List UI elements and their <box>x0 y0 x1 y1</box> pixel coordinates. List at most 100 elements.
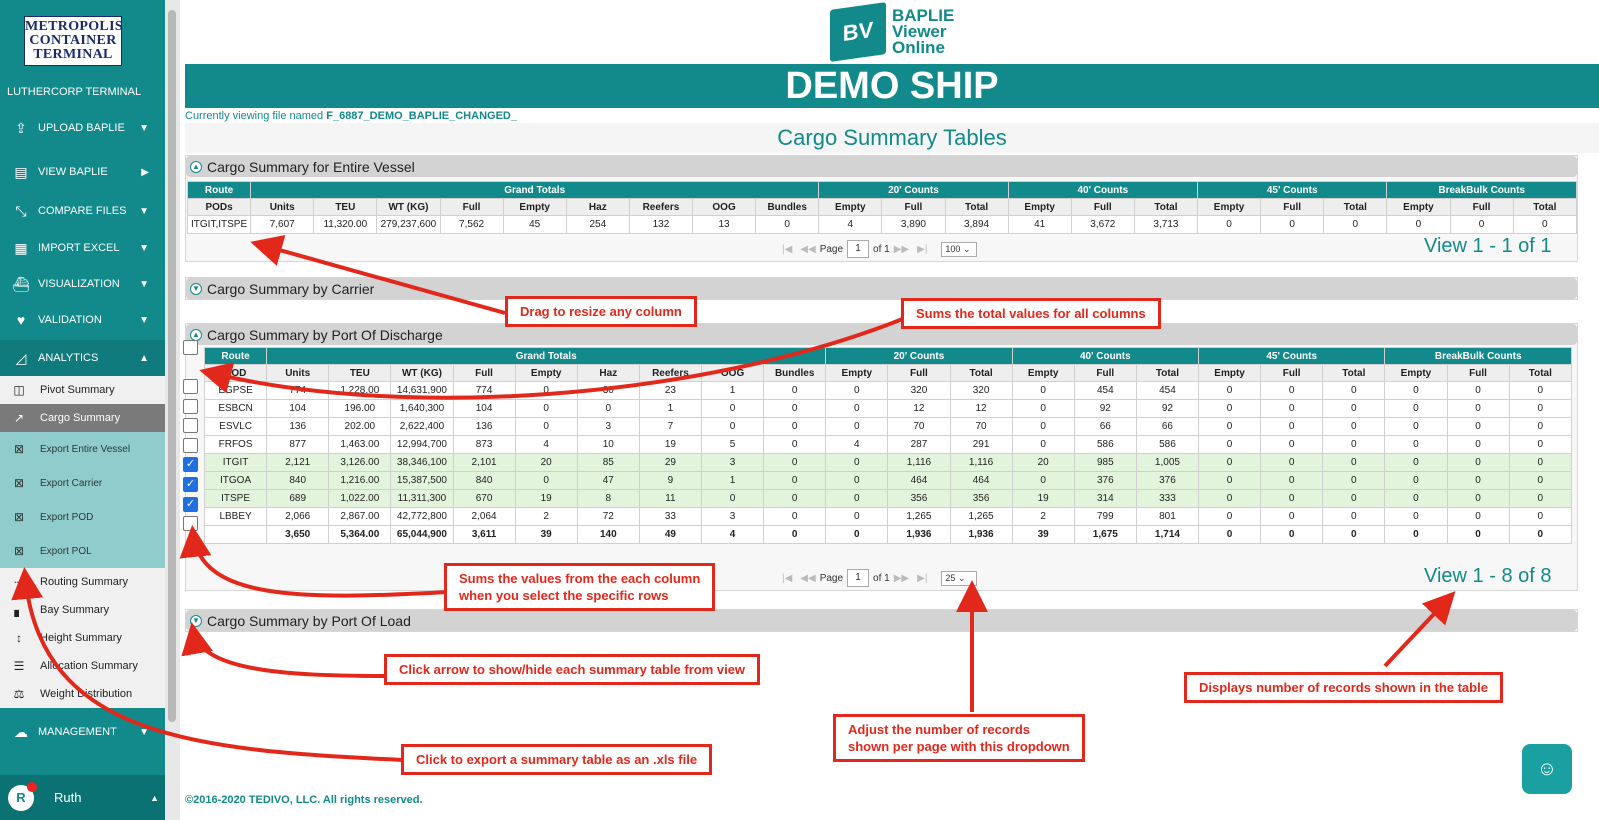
column-header[interactable]: Full <box>1260 364 1324 382</box>
column-header[interactable]: Bundles <box>763 364 827 382</box>
table-row[interactable]: FRFOS 877 1,463.00 12,994,700 873 4 10 19 5 0 4 287… <box>203 435 1573 454</box>
panel-header[interactable]: ▲ Cargo Summary for Entire Vessel <box>186 156 1577 177</box>
column-header[interactable]: Total <box>944 198 1009 216</box>
sub-bay-summary[interactable]: ▖ Bay Summary <box>0 596 165 624</box>
next-page-icon[interactable]: ▶▶ <box>893 572 910 584</box>
row-checkbox[interactable] <box>183 516 198 532</box>
column-header[interactable]: Total <box>1133 198 1199 216</box>
column-header[interactable]: Empty <box>1197 364 1262 382</box>
per-page-select[interactable]: 100 ⌄ <box>941 241 978 257</box>
column-header[interactable]: Units <box>266 364 330 382</box>
column-header[interactable]: Total <box>1135 364 1200 382</box>
column-header[interactable]: Total <box>949 364 1013 382</box>
table-row[interactable]: ESBCN 104 196.00 1,640,300 104 0 0 1 0 0 0 12 12 0 92 9… <box>203 399 1573 418</box>
group-header[interactable]: 20' Counts <box>825 347 1013 365</box>
column-header[interactable]: Total <box>1323 198 1388 216</box>
column-header[interactable]: Full <box>1260 198 1325 216</box>
sub-allocation-summary[interactable]: ☰ Allocation Summary <box>0 652 165 680</box>
nav-compare-files[interactable]: ⤡ COMPARE FILES ▼ <box>0 193 165 229</box>
column-header[interactable]: Reefers <box>628 198 694 216</box>
sub-export-pol[interactable]: ⊠ Export POL <box>0 534 165 568</box>
table-row[interactable]: ESVLC 136 202.00 2,622,400 136 0 3 7 0 0 0 70 70 0 66 6… <box>203 417 1573 436</box>
column-header[interactable]: Empty <box>1386 198 1451 216</box>
group-header[interactable]: BreakBulk Counts <box>1384 347 1572 365</box>
nav-management[interactable]: ☁ MANAGEMENT ▼ <box>0 714 165 750</box>
sidebar-scroll-thumb[interactable] <box>168 10 176 722</box>
group-header[interactable]: Grand Totals <box>250 181 820 199</box>
user-menu[interactable]: R Ruth ▲ <box>0 775 165 820</box>
column-header[interactable]: Total <box>1322 364 1386 382</box>
chevron-down-icon[interactable]: ▼ <box>190 614 202 627</box>
column-header[interactable]: Empty <box>1196 198 1262 216</box>
column-header[interactable]: TEU <box>313 198 378 216</box>
sub-height-summary[interactable]: ↕ Height Summary <box>0 624 165 652</box>
column-header[interactable]: OOG <box>691 198 757 216</box>
first-page-icon[interactable]: |◀ <box>782 572 793 584</box>
sub-export-entire-vessel[interactable]: ⊠ Export Entire Vessel <box>0 432 165 466</box>
column-header[interactable]: WT (KG) <box>376 198 441 216</box>
group-header[interactable]: 20' Counts <box>818 181 1009 199</box>
table-row[interactable]: ITSPE 689 1,022.00 11,311,300 670 19 8 11 0 0 0 356… <box>203 489 1573 508</box>
page-input[interactable]: 1 <box>847 240 870 258</box>
column-header[interactable]: Empty <box>818 198 883 216</box>
column-header[interactable]: Full <box>439 198 504 216</box>
column-header[interactable]: Empty <box>1007 198 1072 216</box>
column-header[interactable]: Empty <box>1384 364 1448 382</box>
panel-header[interactable]: ▼ Cargo Summary by Carrier <box>186 278 1577 299</box>
panel-header[interactable]: ▼ Cargo Summary by Port Of Load <box>186 610 1577 631</box>
nav-validation[interactable]: ♥ VALIDATION ▼ <box>0 302 165 338</box>
chevron-down-icon[interactable]: ▼ <box>190 282 202 295</box>
row-checkbox[interactable] <box>183 437 198 453</box>
column-header[interactable]: Reefers <box>638 364 703 382</box>
column-header[interactable]: WT (KG) <box>390 364 454 382</box>
column-header[interactable]: Empty <box>825 364 889 382</box>
nav-visualization[interactable]: ⛴ VISUALIZATION ▼ <box>0 266 165 302</box>
prev-page-icon[interactable]: ◀◀ <box>800 243 816 255</box>
column-header[interactable]: Full <box>1073 364 1137 382</box>
chevron-up-icon[interactable]: ▲ <box>190 328 202 341</box>
first-page-icon[interactable]: |◀ <box>782 243 793 255</box>
column-header[interactable]: Empty <box>514 364 578 382</box>
group-header[interactable]: 40' Counts <box>1011 347 1200 365</box>
group-header[interactable]: 40' Counts <box>1007 181 1199 199</box>
column-header[interactable]: Full <box>1070 198 1135 216</box>
row-checkbox[interactable]: ✓ <box>183 496 198 512</box>
sub-routing-summary[interactable]: ⇢ Routing Summary <box>0 568 165 596</box>
table-row[interactable]: ITGOA 840 1,216.00 15,387,500 840 0 47 9 1 0 0 464 4… <box>203 471 1573 490</box>
column-header[interactable]: Units <box>250 198 315 216</box>
nav-import-excel[interactable]: ▦ IMPORT EXCEL ▼ <box>0 230 165 266</box>
select-all-checkbox[interactable] <box>183 340 198 355</box>
last-page-icon[interactable]: ▶| <box>917 572 928 584</box>
table-row[interactable]: EGPSE 774 1,228.00 14,631,900 774 0 30 23 1 0 0 320… <box>203 381 1573 400</box>
chat-button[interactable]: ☺ <box>1522 744 1572 794</box>
sub-cargo-summary[interactable]: ↗ Cargo Summary <box>0 404 165 432</box>
row-checkbox[interactable]: ✓ <box>183 477 198 492</box>
nav-analytics[interactable]: ◿ ANALYTICS ▲ <box>0 340 165 376</box>
column-header[interactable]: Full <box>887 364 951 382</box>
table-row[interactable]: LBBEY 2,066 2,867.00 42,772,800 2,064 2 72 33 3 0… <box>203 507 1573 526</box>
column-header[interactable]: Full <box>452 364 516 382</box>
per-page-select[interactable]: 25 ⌄ <box>941 570 978 586</box>
row-checkbox[interactable] <box>183 398 198 414</box>
last-page-icon[interactable]: ▶| <box>917 243 928 255</box>
sub-pivot-summary[interactable]: ◫ Pivot Summary <box>0 376 165 404</box>
column-header[interactable]: Full <box>1449 198 1514 216</box>
column-header[interactable]: TEU <box>328 364 392 382</box>
nav-upload-baplie[interactable]: ⇪ UPLOAD BAPLIE ▼ <box>0 110 165 146</box>
column-header[interactable]: POD <box>203 364 268 382</box>
column-header[interactable]: Bundles <box>755 198 820 216</box>
column-header[interactable]: Empty <box>1011 364 1075 382</box>
nav-view-baplie[interactable]: ▤ VIEW BAPLIE ▶ <box>0 154 165 190</box>
prev-page-icon[interactable]: ◀◀ <box>800 572 816 584</box>
table-row[interactable]: ITGIT 2,121 3,126.00 38,346,100 2,101 20 85 29 3… <box>203 453 1573 472</box>
column-header[interactable]: Full <box>1446 364 1510 382</box>
column-header[interactable]: Haz <box>576 364 640 382</box>
row-checkbox[interactable] <box>183 418 198 434</box>
page-input[interactable]: 1 <box>847 569 870 587</box>
column-header[interactable]: Total <box>1508 364 1573 382</box>
row-checkbox[interactable]: ✓ <box>183 457 198 473</box>
next-page-icon[interactable]: ▶▶ <box>893 243 910 255</box>
chevron-up-icon[interactable]: ▲ <box>190 160 202 173</box>
sub-export-carrier[interactable]: ⊠ Export Carrier <box>0 466 165 500</box>
sub-export-pod[interactable]: ⊠ Export POD <box>0 500 165 534</box>
